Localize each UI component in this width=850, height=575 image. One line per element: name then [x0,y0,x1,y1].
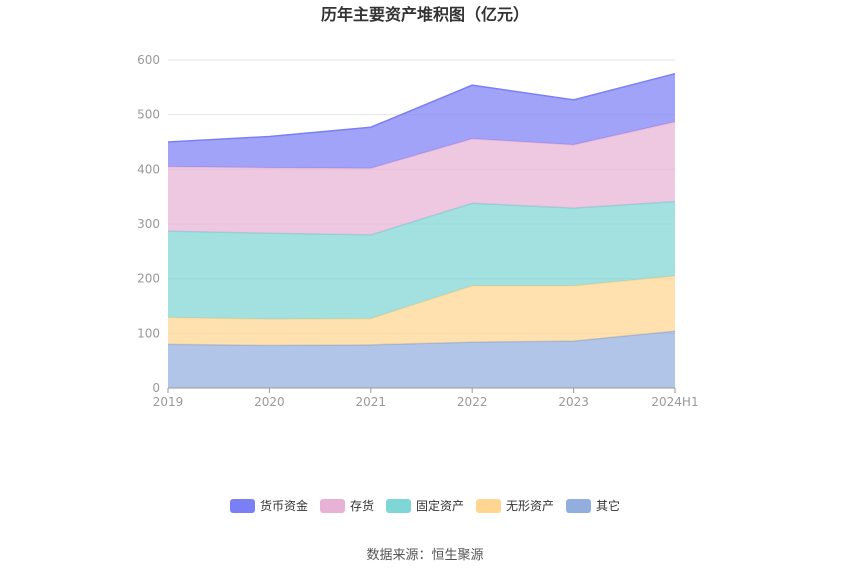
legend-swatch [230,499,255,513]
area-layer [167,72,676,388]
legend-item[interactable]: 货币资金 [230,498,308,513]
y-tick-label: 600 [137,53,160,67]
series-area [168,201,675,320]
series-area [168,275,675,346]
legend-swatch [386,499,411,513]
axis-layer: 0 100 200 300 400 500 600 2019 2020 2021 2022 2023 2… [137,53,699,409]
series-area [168,121,675,235]
x-tick-label: 2023 [558,395,589,409]
legend-label: 无形资产 [506,499,554,513]
series-area [168,73,675,169]
x-tick-label: 2021 [356,395,387,409]
data-source: 数据来源：恒生聚源 [366,548,483,563]
y-tick-label: 400 [137,162,160,176]
x-tick-label: 2020 [254,395,285,409]
legend: 货币资金 存货 固定资产 无形资产 其它 [230,498,620,513]
legend-item[interactable]: 其它 [566,498,620,513]
x-tick-label: 2022 [457,395,488,409]
legend-item[interactable]: 无形资产 [476,499,554,513]
legend-label: 固定资产 [416,498,464,513]
legend-swatch [476,499,501,513]
legend-swatch [320,499,345,513]
y-tick-label: 300 [137,217,160,231]
legend-item[interactable]: 存货 [320,498,374,513]
chart-title: 历年主要资产堆积图（亿元） [321,5,529,24]
legend-label: 货币资金 [260,498,308,513]
y-tick-label: 500 [137,108,160,122]
x-tick-label: 2024H1 [651,395,698,409]
y-tick-label: 200 [137,272,160,286]
legend-label: 存货 [350,498,374,513]
series-line [167,72,676,143]
legend-item[interactable]: 固定资产 [386,498,464,513]
y-tick-label: 100 [137,326,160,340]
x-tick-label: 2019 [153,395,184,409]
legend-label: 其它 [596,498,620,513]
legend-swatch [566,499,591,513]
y-tick-label: 0 [152,381,160,395]
